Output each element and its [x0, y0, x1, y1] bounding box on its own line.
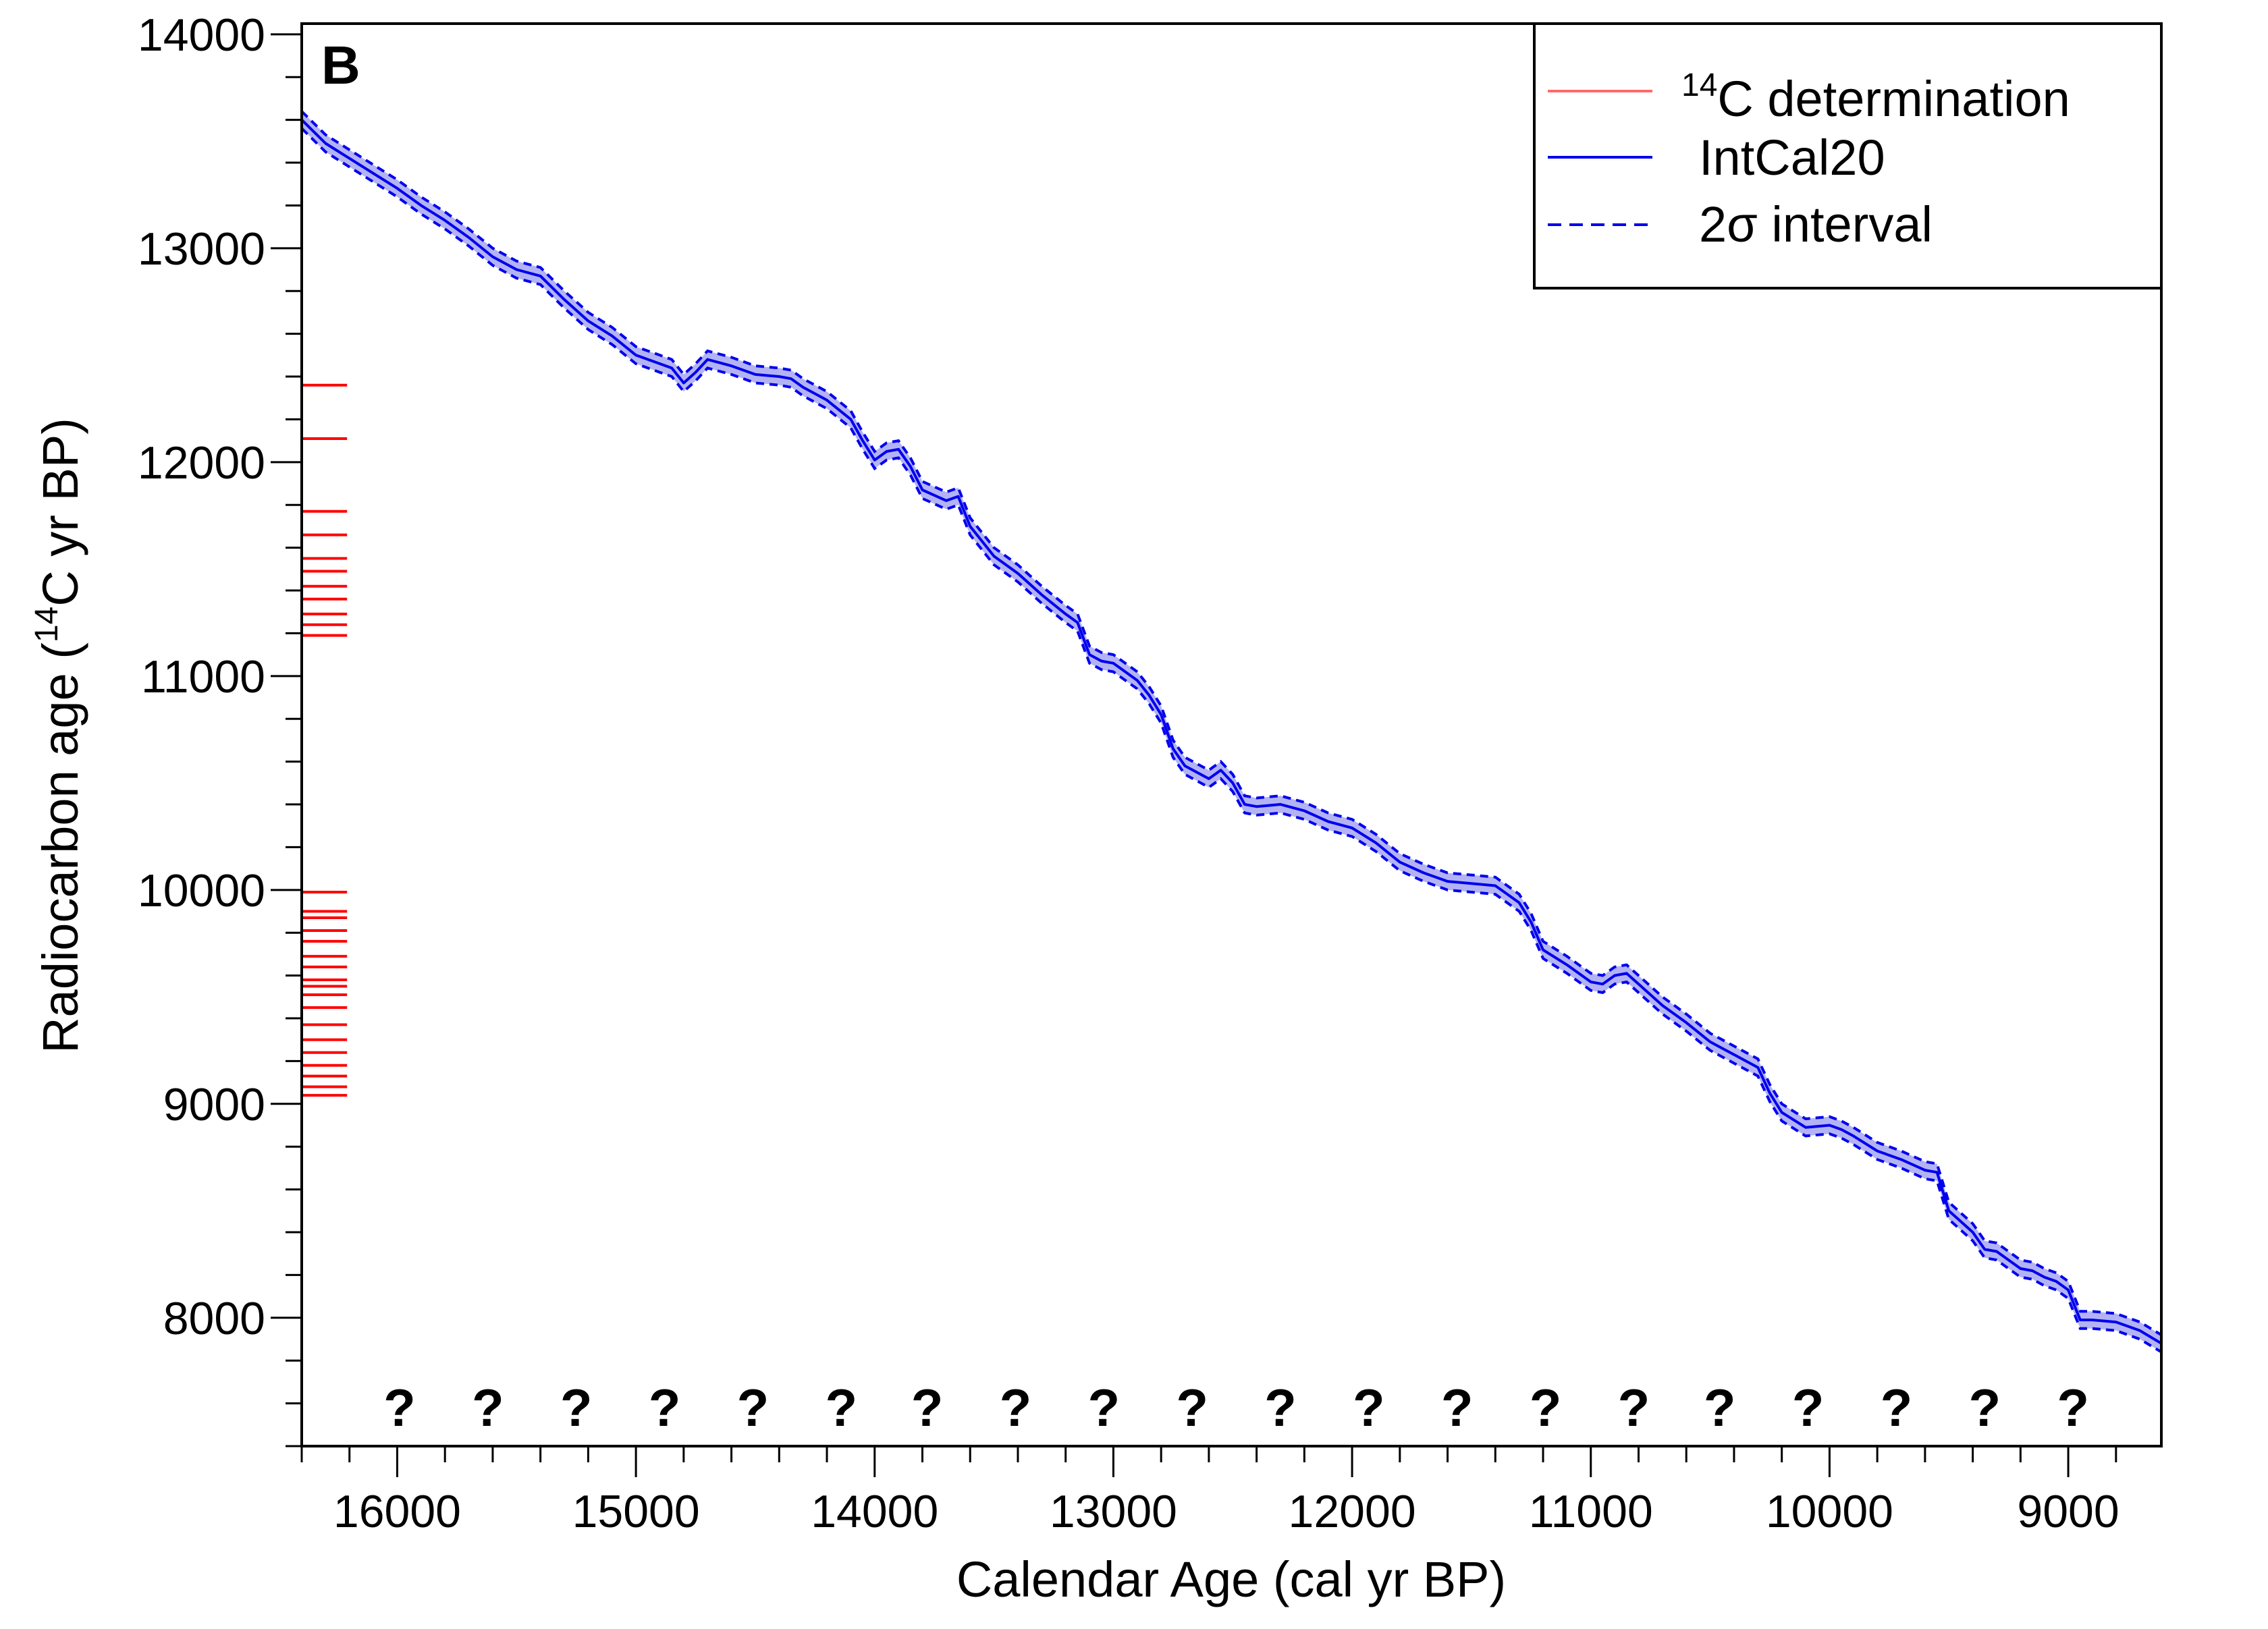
x-axis: 16000 15000 14000 13000 12000 11000 10000 9000: [300, 1446, 2120, 1537]
y-axis: 8000 9000 10000 11000 12000 13000 14000: [138, 9, 302, 1447]
question-mark: ?: [1792, 1378, 1825, 1437]
y-axis-title-suffix: C yr BP): [32, 418, 88, 607]
question-mark: ?: [383, 1378, 416, 1437]
y-tick-label: 9000: [163, 1079, 265, 1130]
x-tick-label: 15000: [572, 1486, 700, 1537]
legend-determination-text: C determination: [1717, 71, 2070, 127]
legend-determination-superscript: 14: [1681, 67, 1717, 103]
question-mark: ?: [737, 1378, 770, 1437]
question-mark: ?: [825, 1378, 857, 1437]
question-mark: ?: [560, 1378, 593, 1437]
sigma-upper-bound: [300, 110, 2163, 1336]
intcal20-curve: [300, 119, 2163, 1345]
x-tick-label: 16000: [333, 1486, 461, 1537]
y-tick-label: 10000: [138, 865, 265, 916]
question-mark: ?: [1264, 1378, 1297, 1437]
question-mark: ?: [1441, 1378, 1474, 1437]
x-tick-label: 12000: [1289, 1486, 1416, 1537]
x-tick-label: 13000: [1050, 1486, 1177, 1537]
question-mark: ?: [1176, 1378, 1208, 1437]
sigma-band-layer: [300, 110, 2163, 1354]
x-tick-label: 14000: [811, 1486, 938, 1537]
y-tick-label: 11000: [141, 651, 265, 702]
legend-intcal20-label: IntCal20: [1699, 130, 1885, 186]
legend-determination-label: 14C determination: [1681, 67, 2070, 127]
y-tick-label: 12000: [138, 437, 265, 489]
question-mark: ?: [649, 1378, 681, 1437]
question-mark: ?: [1881, 1378, 1913, 1437]
y-tick-label: 13000: [138, 223, 265, 275]
legend: 14C determination IntCal20 2σ interval: [1533, 22, 2163, 289]
y-axis-title-superscript: 14: [29, 607, 65, 642]
question-mark: ?: [2057, 1378, 2089, 1437]
question-mark: ?: [472, 1378, 504, 1437]
x-axis-title: Calendar Age (cal yr BP): [956, 1551, 1506, 1607]
y-axis-title: Radiocarbon age (14C yr BP): [29, 418, 88, 1053]
sigma-lower-bound: [300, 127, 2163, 1354]
x-tick-label: 11000: [1529, 1486, 1653, 1537]
y-tick-label: 14000: [138, 9, 265, 61]
question-mark: ?: [1000, 1378, 1032, 1437]
question-mark-layer: ????????????????????: [383, 1378, 2089, 1437]
curve-layer: [300, 119, 2163, 1345]
question-mark: ?: [1353, 1378, 1385, 1437]
question-mark: ?: [1704, 1378, 1736, 1437]
question-mark: ?: [1530, 1378, 1562, 1437]
plot-frame: [300, 22, 2163, 1447]
x-tick-label: 10000: [1766, 1486, 1893, 1537]
question-mark: ?: [1968, 1378, 2001, 1437]
panel-label: B: [321, 35, 360, 95]
y-axis-title-prefix: Radiocarbon age (: [32, 642, 88, 1053]
determination-layer: [302, 383, 348, 1097]
question-mark: ?: [1618, 1378, 1650, 1437]
legend-sigma-label: 2σ interval: [1699, 196, 1933, 252]
y-tick-label: 8000: [163, 1293, 265, 1344]
question-mark: ?: [911, 1378, 944, 1437]
question-mark: ?: [1087, 1378, 1120, 1437]
x-tick-label: 9000: [2017, 1486, 2119, 1537]
